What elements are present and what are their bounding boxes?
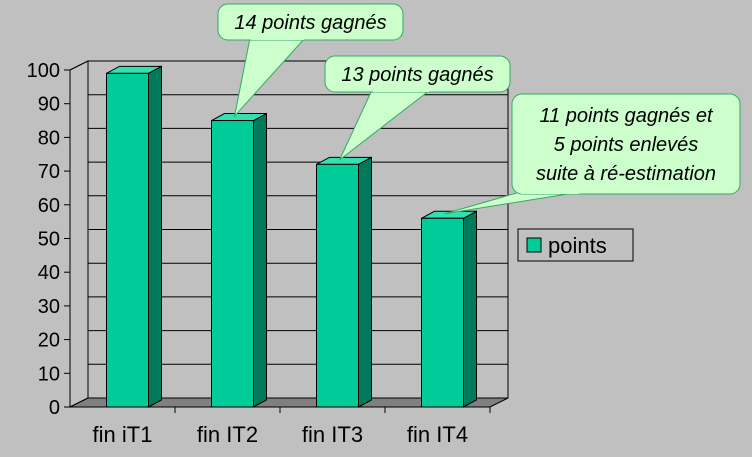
y-tick-label: 50 [38, 229, 60, 251]
plot-side-wall [69, 60, 89, 408]
y-tick-label: 90 [38, 94, 60, 116]
callout: 11 points gagnés et 5 points enlevés suite… [444, 93, 741, 215]
bar-side [463, 210, 477, 408]
callout-text: 13 points gagnés [341, 64, 493, 86]
y-tick-label: 20 [38, 330, 60, 352]
callout-text: suite à ré-estimation [536, 163, 716, 185]
callout-seam [251, 36, 304, 40]
y-tick-label: 70 [38, 161, 60, 183]
y-tick-label: 30 [38, 296, 60, 318]
x-tick-label: fin iT1 [93, 422, 153, 447]
callout-text: 5 points enlevés [554, 134, 699, 156]
y-tick-label: 40 [38, 262, 60, 284]
legend: points [517, 228, 634, 262]
y-tick-label: 80 [38, 127, 60, 149]
callout-box [511, 93, 741, 195]
callouts-layer: 14 points gagnés 13 points gagnés 11 point… [217, 3, 741, 215]
bars-layer [106, 65, 477, 408]
y-tick-label: 60 [38, 195, 60, 217]
bar-side [148, 65, 162, 408]
y-tick-label: 0 [49, 397, 60, 419]
x-tick-label: fin IT3 [302, 422, 363, 447]
legend-swatch [526, 237, 542, 253]
x-tick-label: fin IT4 [407, 422, 468, 447]
bar-side [253, 112, 267, 408]
y-tick-label: 10 [38, 363, 60, 385]
legend-label: points [548, 233, 607, 258]
legend-layer: points [517, 228, 634, 262]
callout: 14 points gagnés [217, 3, 404, 118]
labels-layer: 0 10 20 30 40 50 60 70 80 90 100 fin iT1 fin IT2 fin … [27, 60, 468, 447]
y-tick-label: 100 [27, 60, 60, 82]
callout-seam [373, 88, 429, 92]
callout-text: 14 points gagnés [234, 12, 386, 34]
x-tick-label: fin IT2 [197, 422, 258, 447]
callout-text: 11 points gagnés et [539, 105, 714, 127]
callout-seam [521, 190, 579, 194]
bar-side [358, 156, 372, 408]
bar [316, 163, 359, 408]
callout-box [217, 3, 404, 41]
bar [106, 72, 149, 408]
callout: 13 points gagnés [324, 55, 511, 161]
bar [211, 120, 254, 408]
bar [421, 217, 464, 408]
